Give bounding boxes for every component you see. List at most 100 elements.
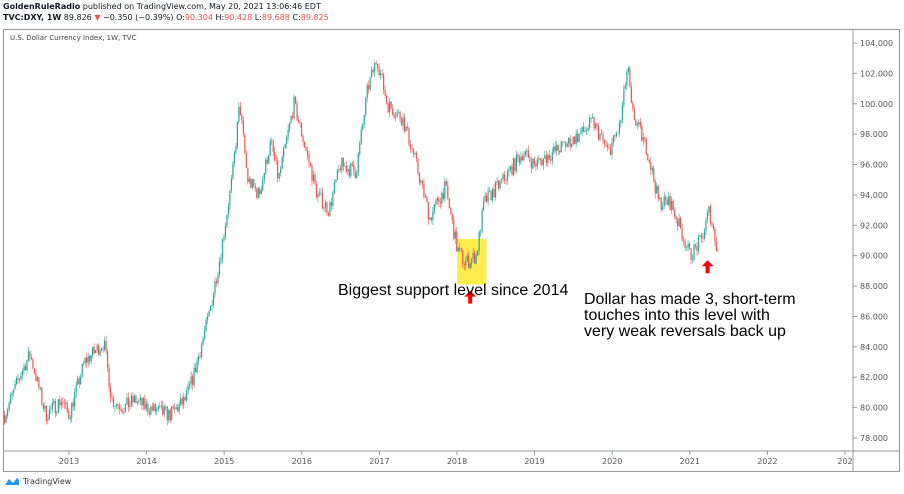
candle bbox=[35, 369, 37, 382]
candle-body bbox=[508, 169, 510, 172]
candle bbox=[212, 291, 215, 308]
candle-body bbox=[551, 152, 553, 161]
candle bbox=[48, 405, 50, 420]
candle bbox=[435, 198, 437, 208]
candle bbox=[500, 178, 503, 184]
candle-body bbox=[566, 143, 568, 147]
candle-body bbox=[503, 174, 506, 181]
candle-body bbox=[180, 398, 182, 405]
candle bbox=[672, 198, 674, 211]
candle bbox=[471, 257, 473, 269]
y-tick-label: 86.000 bbox=[860, 312, 888, 321]
candle-body bbox=[511, 166, 513, 176]
tradingview-logo[interactable]: TradingView bbox=[4, 476, 71, 486]
candle bbox=[44, 402, 46, 413]
candle-body bbox=[715, 241, 718, 251]
candle bbox=[123, 407, 125, 416]
y-tick-label: 96.000 bbox=[860, 161, 888, 170]
candle-body bbox=[574, 136, 576, 145]
candle-body bbox=[657, 185, 659, 199]
candle bbox=[239, 101, 241, 116]
x-tick-label: 2018 bbox=[447, 457, 467, 466]
candle-body bbox=[497, 181, 500, 189]
candle bbox=[53, 398, 55, 406]
candle bbox=[484, 191, 486, 202]
candle bbox=[54, 398, 56, 418]
candle bbox=[30, 353, 33, 361]
candle-body bbox=[11, 392, 13, 396]
last-price: 89.826 bbox=[63, 13, 92, 22]
candle-body bbox=[669, 196, 671, 210]
candle bbox=[554, 141, 556, 154]
candle-body bbox=[9, 395, 12, 404]
candle bbox=[106, 348, 109, 373]
candle-body bbox=[312, 174, 315, 181]
low-value: 89.688 bbox=[261, 13, 290, 22]
candle bbox=[274, 146, 276, 163]
symbol: TVC:DXY, 1W bbox=[3, 13, 62, 22]
candle bbox=[371, 66, 373, 78]
candle bbox=[193, 362, 195, 388]
candle bbox=[242, 116, 244, 137]
candle-body bbox=[699, 235, 701, 237]
candle-body bbox=[332, 192, 334, 206]
candles bbox=[3, 60, 719, 426]
candle bbox=[457, 246, 459, 253]
candle-body bbox=[300, 123, 303, 137]
candle bbox=[224, 222, 227, 241]
candle-body bbox=[24, 365, 27, 371]
candle-body bbox=[420, 180, 422, 183]
candle bbox=[39, 386, 42, 391]
candle-body bbox=[687, 243, 689, 248]
candle bbox=[12, 389, 15, 398]
annotation-line: Dollar has made 3, short-term bbox=[584, 291, 796, 308]
candle-body bbox=[624, 85, 626, 89]
candle-body bbox=[32, 359, 34, 369]
candle-body bbox=[402, 117, 404, 126]
candle-body bbox=[463, 263, 465, 266]
publish-info: GoldenRuleRadio published on TradingView… bbox=[3, 2, 321, 11]
candle bbox=[365, 96, 367, 117]
candle bbox=[293, 94, 295, 121]
candle-body bbox=[671, 200, 673, 210]
candle-body bbox=[424, 196, 427, 198]
candle-body bbox=[475, 255, 477, 264]
candle bbox=[514, 157, 516, 174]
candle bbox=[127, 392, 130, 413]
candle-body bbox=[166, 407, 168, 421]
candle bbox=[609, 143, 612, 156]
candle-body bbox=[226, 215, 228, 226]
candle bbox=[588, 114, 591, 131]
candle-body bbox=[590, 118, 592, 119]
candle-body bbox=[502, 174, 504, 180]
candle bbox=[432, 207, 434, 225]
candle bbox=[292, 112, 294, 120]
candle bbox=[688, 241, 691, 250]
candle-body bbox=[230, 178, 233, 191]
candle bbox=[65, 399, 67, 409]
candle bbox=[114, 405, 116, 412]
candle bbox=[209, 304, 212, 312]
candle-body bbox=[359, 142, 361, 155]
candle-body bbox=[545, 155, 547, 163]
candle bbox=[497, 179, 500, 191]
candle bbox=[362, 122, 364, 131]
candle-body bbox=[515, 154, 518, 171]
candle-body bbox=[335, 179, 337, 183]
candle bbox=[599, 132, 601, 141]
candle bbox=[423, 178, 425, 199]
candle-body bbox=[577, 133, 579, 142]
candle bbox=[436, 196, 438, 205]
candle bbox=[96, 343, 98, 354]
candle-body bbox=[665, 196, 667, 200]
candle bbox=[650, 156, 652, 176]
candle-body bbox=[588, 118, 591, 128]
candle-body bbox=[462, 250, 464, 264]
candle bbox=[138, 398, 140, 405]
candle-body bbox=[202, 338, 204, 345]
candle-body bbox=[714, 228, 716, 242]
candle-body bbox=[371, 69, 373, 78]
candle bbox=[168, 409, 170, 423]
candle-body bbox=[333, 182, 335, 193]
